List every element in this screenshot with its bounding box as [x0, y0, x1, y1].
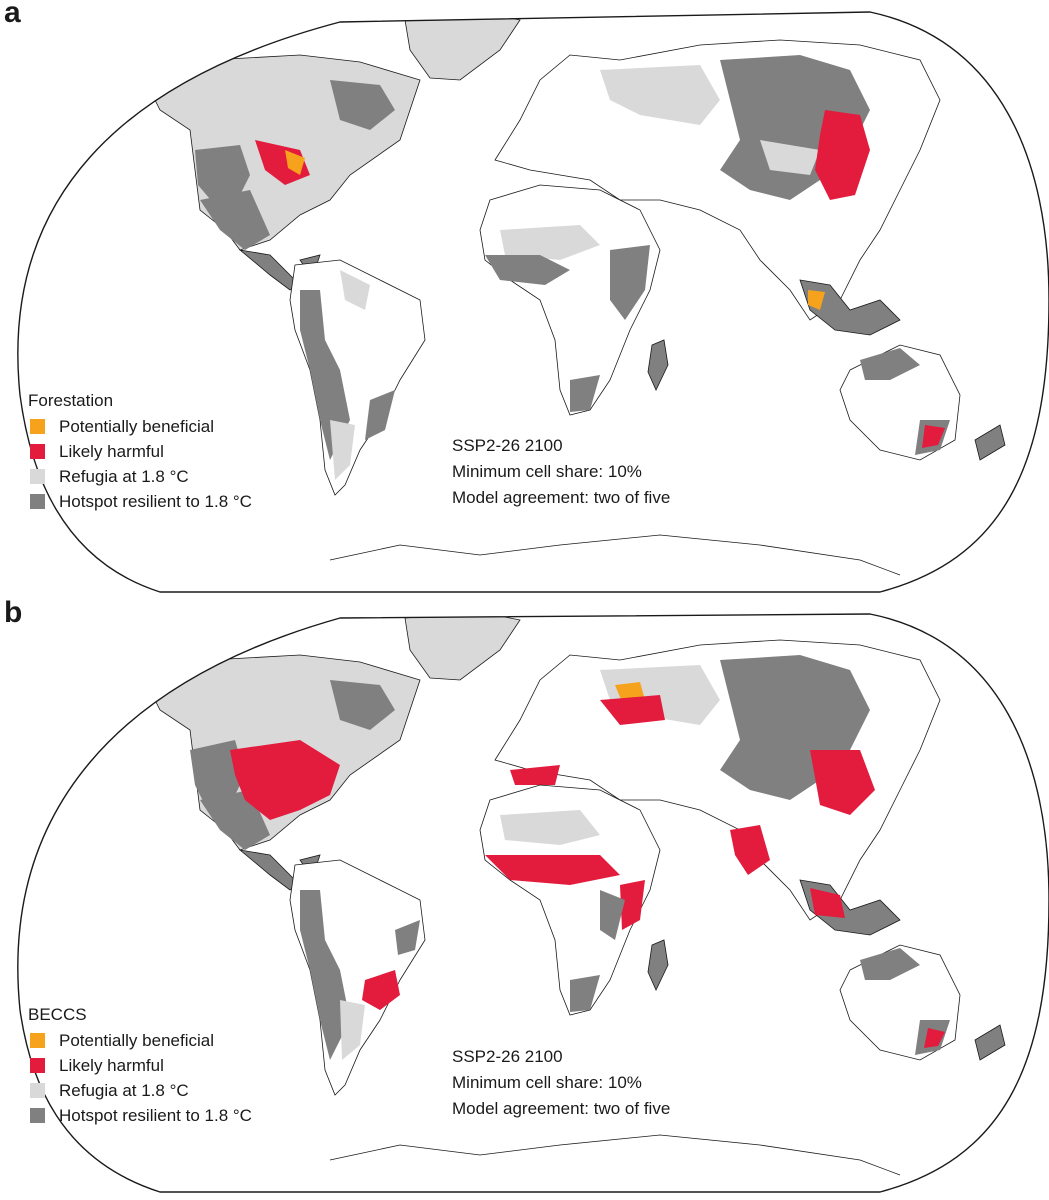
legend-item-refugia: Refugia at 1.8 °C: [28, 464, 252, 489]
legend-item-hotspot: Hotspot resilient to 1.8 °C: [28, 1103, 252, 1128]
swatch-beneficial: [30, 1033, 45, 1048]
south-america-landmass: [289, 259, 426, 496]
panel-letter: b: [4, 596, 23, 629]
swatch-refugia: [30, 469, 45, 484]
southeast-asia-hotspot: [799, 279, 901, 336]
legend-item-harmful: Likely harmful: [28, 439, 252, 464]
australia-harmful: [922, 425, 945, 448]
legend-beccs: BECCS Potentially beneficial Likely harm…: [28, 1002, 252, 1128]
agreement-label: Model agreement: two of five: [452, 488, 671, 507]
legend-item-harmful: Likely harmful: [28, 1053, 252, 1078]
north-america-hotspot: [190, 680, 395, 850]
scenario-info: SSP2-26 2100 Minimum cell share: 10% Mod…: [452, 433, 670, 511]
legend-label: Refugia at 1.8 °C: [59, 1081, 189, 1100]
antarctica-outline: [329, 534, 901, 576]
swatch-hotspot: [30, 494, 45, 509]
south-america-refugia: [330, 270, 370, 480]
na-harmful-cluster: [230, 740, 340, 820]
swatch-harmful: [30, 444, 45, 459]
legend-label: Hotspot resilient to 1.8 °C: [59, 1106, 252, 1125]
legend-label: Likely harmful: [59, 1056, 164, 1075]
south-america-landmass: [289, 859, 426, 1096]
cell-share-label: Minimum cell share: 10%: [452, 462, 642, 481]
agreement-label: Model agreement: two of five: [452, 1099, 671, 1118]
panel-b: b BECCS Potentially beneficial Likely ha…: [0, 596, 1049, 1200]
legend-item-refugia: Refugia at 1.8 °C: [28, 1078, 252, 1103]
na-beneficial-cluster: [285, 150, 305, 175]
australia-hotspot: [860, 948, 950, 1055]
china-harmful: [810, 750, 875, 815]
cell-share-label: Minimum cell share: 10%: [452, 1073, 642, 1092]
southeast-asia-harmful: [810, 888, 845, 918]
legend-forestation: Forestation Potentially beneficial Likel…: [28, 388, 252, 514]
south-america-hotspot: [300, 890, 420, 1060]
north-america-hotspot: [195, 80, 395, 250]
new-zealand: [974, 1024, 1006, 1061]
antarctica-outline: [329, 1134, 901, 1176]
africa-hotspot: [570, 890, 625, 1012]
africa-refugia: [500, 810, 600, 845]
south-america-refugia: [340, 1000, 365, 1060]
legend-title: Forestation: [28, 391, 114, 410]
swatch-hotspot: [30, 1108, 45, 1123]
india-harmful: [730, 825, 770, 875]
europe-harmful: [510, 695, 665, 785]
swatch-harmful: [30, 1058, 45, 1073]
legend-label: Hotspot resilient to 1.8 °C: [59, 492, 252, 511]
panel-letter: a: [4, 0, 21, 29]
legend-label: Likely harmful: [59, 442, 164, 461]
map-frame-a: [17, 11, 1049, 593]
legend-item-beneficial: Potentially beneficial: [28, 414, 252, 439]
madagascar: [647, 339, 669, 391]
na-harmful-cluster: [255, 140, 310, 185]
south-america-harmful: [362, 970, 400, 1010]
scenario-info: SSP2-26 2100 Minimum cell share: 10% Mod…: [452, 1044, 670, 1122]
legend-label: Potentially beneficial: [59, 1031, 214, 1050]
africa-hotspot: [485, 245, 650, 412]
map-frame-b: [17, 613, 1049, 1193]
australia-harmful: [924, 1028, 945, 1048]
swatch-refugia: [30, 1083, 45, 1098]
southeast-asia-beneficial: [808, 290, 825, 310]
south-america-hotspot: [300, 290, 395, 460]
greenland-landmass: [404, 12, 521, 81]
china-harmful-cluster: [815, 110, 870, 200]
swatch-beneficial: [30, 419, 45, 434]
panel-a: a Forestation Potentially beneficial Lik…: [4, 0, 1049, 593]
greenland-landmass: [404, 614, 521, 681]
asia-refugia: [600, 65, 820, 175]
scenario-label: SSP2-26 2100: [452, 436, 563, 455]
africa-harmful: [485, 855, 645, 930]
legend-item-beneficial: Potentially beneficial: [28, 1028, 252, 1053]
world-map-beccs: [17, 613, 1049, 1193]
new-zealand: [974, 424, 1006, 461]
scenario-label: SSP2-26 2100: [452, 1047, 563, 1066]
madagascar: [647, 939, 669, 991]
world-map-forestation: [17, 11, 1049, 593]
legend-label: Refugia at 1.8 °C: [59, 467, 189, 486]
legend-title: BECCS: [28, 1005, 87, 1024]
legend-item-hotspot: Hotspot resilient to 1.8 °C: [28, 489, 252, 514]
africa-refugia: [500, 225, 600, 260]
legend-label: Potentially beneficial: [59, 417, 214, 436]
